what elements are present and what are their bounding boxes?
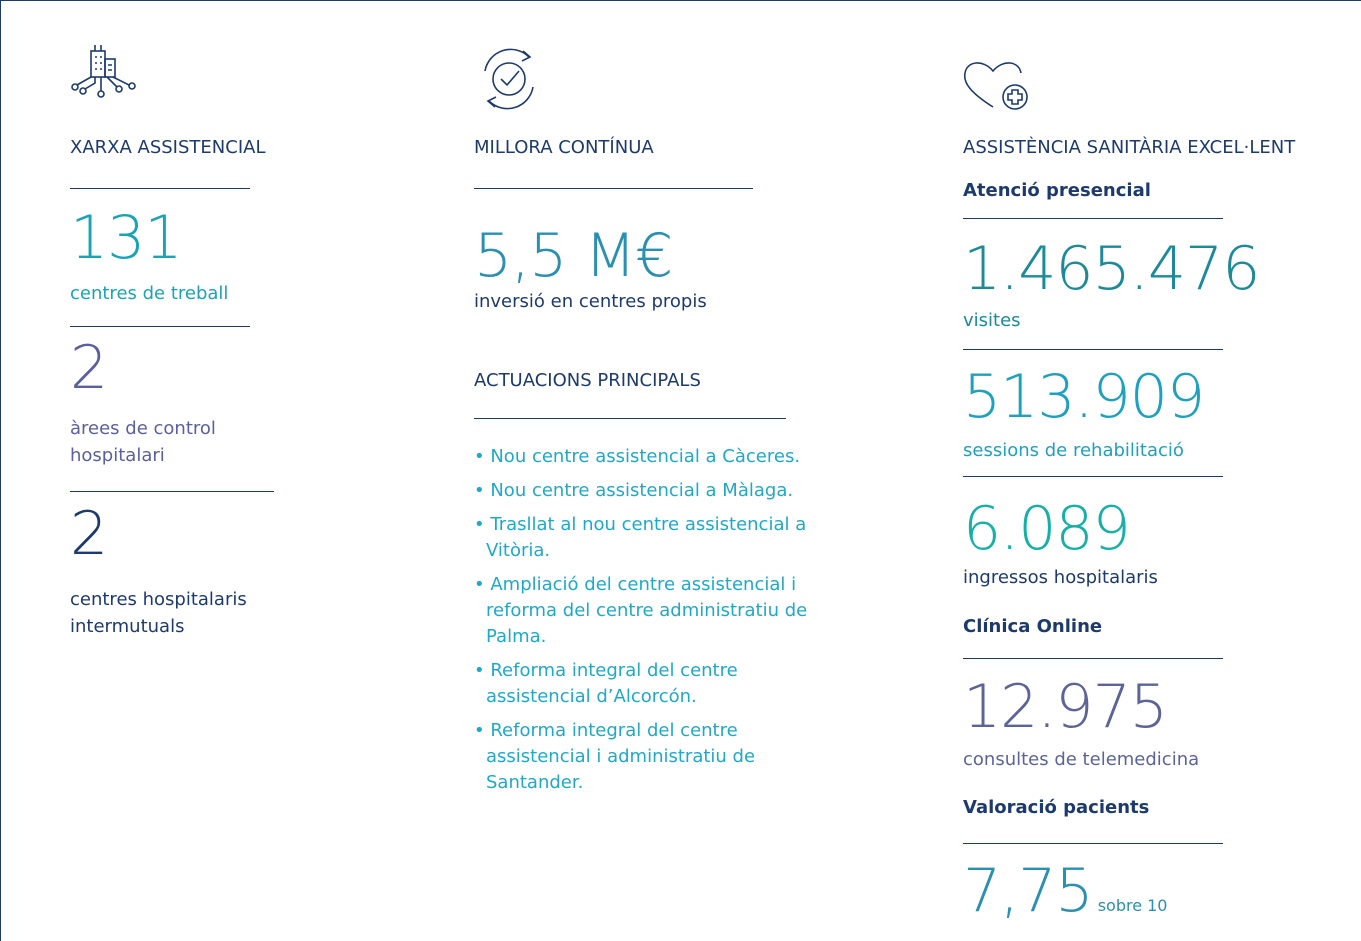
action-item: Nou centre assistencial a Càceres. <box>474 444 824 470</box>
action-item: Trasllat al nou centre assistencial a Vi… <box>474 512 824 564</box>
stat-value: 513.909 <box>963 362 1205 432</box>
divider <box>70 491 274 492</box>
stat-value: 131 <box>70 203 183 273</box>
group-heading: Clínica Online <box>963 616 1103 637</box>
divider <box>474 188 753 189</box>
action-item: Reforma integral del centre assistencial… <box>474 718 824 796</box>
stat-value: 12.975 <box>963 672 1168 742</box>
stat-label: centres hospitalaris intermutuals <box>70 589 247 637</box>
action-item: Nou centre assistencial a Màlaga. <box>474 478 824 504</box>
divider <box>70 188 250 189</box>
stat-label: inversió en centres propis <box>474 291 707 312</box>
divider <box>963 218 1223 219</box>
column-title: XARXA ASSISTENCIAL <box>70 137 266 158</box>
group-heading: Atenció presencial <box>963 180 1151 201</box>
divider <box>963 349 1223 350</box>
stat-label: consultes de telemedicina <box>963 749 1200 770</box>
divider <box>474 418 786 419</box>
stat-value: 2 <box>70 499 108 569</box>
stat-label: sessions de rehabilitació <box>963 440 1184 461</box>
divider <box>963 658 1223 659</box>
column-title: MILLORA CONTÍNUA <box>474 137 654 158</box>
stat-value: 2 <box>70 333 108 403</box>
health-icon <box>963 62 1028 110</box>
stat-value: 7,75 <box>963 856 1094 926</box>
column-title: ASSISTÈNCIA SANITÀRIA EXCEL·LENT <box>963 137 1296 158</box>
stat-value: 5,5 M€ <box>474 221 673 291</box>
stat-label: àrees de control hospitalari <box>70 418 216 466</box>
divider <box>963 843 1223 844</box>
group-heading: Valoració pacients <box>963 797 1150 818</box>
action-list: Nou centre assistencial a Càceres. Nou ce… <box>474 444 824 804</box>
action-item: Reforma integral del centre assistencial… <box>474 658 824 710</box>
section-title: ACTUACIONS PRINCIPALS <box>474 370 701 391</box>
network-icon <box>71 45 136 98</box>
divider <box>963 476 1223 477</box>
divider <box>70 326 250 327</box>
improvement-icon <box>484 48 534 110</box>
action-item: Ampliació del centre assistencial i refo… <box>474 572 824 650</box>
stat-label: ingressos hospitalaris <box>963 567 1158 588</box>
stat-value: 1.465.476 <box>963 234 1260 304</box>
stat-label: centres de treball <box>70 283 229 304</box>
rating: 7,75 sobre 10 <box>963 858 1167 924</box>
stat-unit: sobre 10 <box>1097 896 1168 915</box>
stat-label: visites <box>963 310 1021 331</box>
stat-value: 6.089 <box>963 494 1131 564</box>
